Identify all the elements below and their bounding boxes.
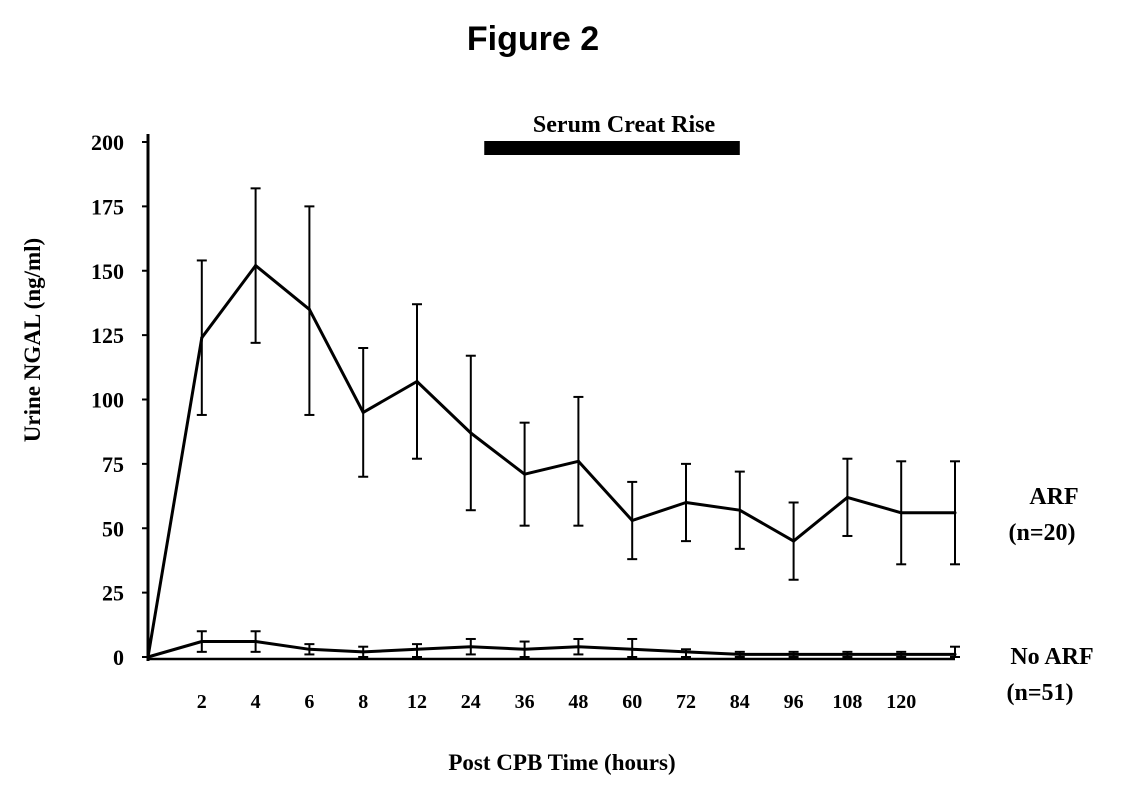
data-point [900,511,903,514]
axes: 0255075100125150175200246812243648607284… [91,130,955,713]
data-point [738,509,741,512]
annotation-text: Serum Creat Rise [533,112,716,138]
series-label-n: (n=51) [1006,680,1073,706]
chart-title: Figure 2 [467,20,599,58]
x-tick-label: 120 [886,691,916,713]
data-point [416,648,419,651]
series-label-n: (n=20) [1008,520,1075,546]
data-point [254,640,257,643]
y-tick-label: 125 [91,323,124,348]
data-point [308,308,311,311]
x-tick-label: 48 [568,691,588,713]
data-point [254,264,257,267]
x-tick-label: 84 [730,691,750,713]
data-point [469,645,472,648]
data-point [200,336,203,339]
data-point [846,653,849,656]
series-layer [147,188,961,658]
data-point [738,653,741,656]
series-line [148,642,955,658]
data-point [792,540,795,543]
annotations: Serum Creat Rise [484,112,740,155]
x-tick-label: 4 [251,691,261,713]
y-tick-label: 25 [102,581,124,606]
data-point [577,645,580,648]
x-tick-label: 72 [676,691,696,713]
x-tick-label: 36 [515,691,535,713]
data-point [900,653,903,656]
y-tick-label: 75 [102,452,124,477]
data-point [416,380,419,383]
y-tick-label: 0 [113,645,124,670]
x-tick-label: 60 [622,691,642,713]
data-point [200,640,203,643]
y-tick-label: 100 [91,388,124,413]
data-point [631,519,634,522]
x-axis-label: Post CPB Time (hours) [448,750,675,775]
x-tick-label: 24 [461,691,481,713]
x-tick-label: 108 [832,691,862,713]
y-tick-label: 50 [102,516,124,541]
data-point [469,431,472,434]
data-point [308,648,311,651]
data-point [523,473,526,476]
data-point [685,501,688,504]
data-point [954,653,957,656]
data-point [846,496,849,499]
data-point [685,650,688,653]
x-tick-label: 6 [304,691,314,713]
x-tick-label: 8 [358,691,368,713]
x-tick-label: 12 [407,691,427,713]
series-label-name: No ARF [1010,644,1093,670]
y-axis-label: Urine NGAL (ng/ml) [20,238,45,442]
data-point [147,656,150,659]
series-label-name: ARF [1029,484,1078,510]
data-point [631,648,634,651]
data-point [792,653,795,656]
data-point [523,648,526,651]
series-labels: ARF (n=20) No ARF (n=51) [1006,484,1093,706]
y-tick-label: 150 [91,259,124,284]
annotation-bar [484,141,740,155]
data-point [954,511,957,514]
series-2 [147,631,961,658]
y-tick-label: 175 [91,194,124,219]
x-tick-label: 96 [784,691,804,713]
x-tick-label: 2 [197,691,207,713]
series-1 [147,188,961,658]
data-point [577,460,580,463]
data-point [362,650,365,653]
data-point [362,411,365,414]
series-line [148,266,955,657]
y-tick-label: 200 [91,130,124,155]
